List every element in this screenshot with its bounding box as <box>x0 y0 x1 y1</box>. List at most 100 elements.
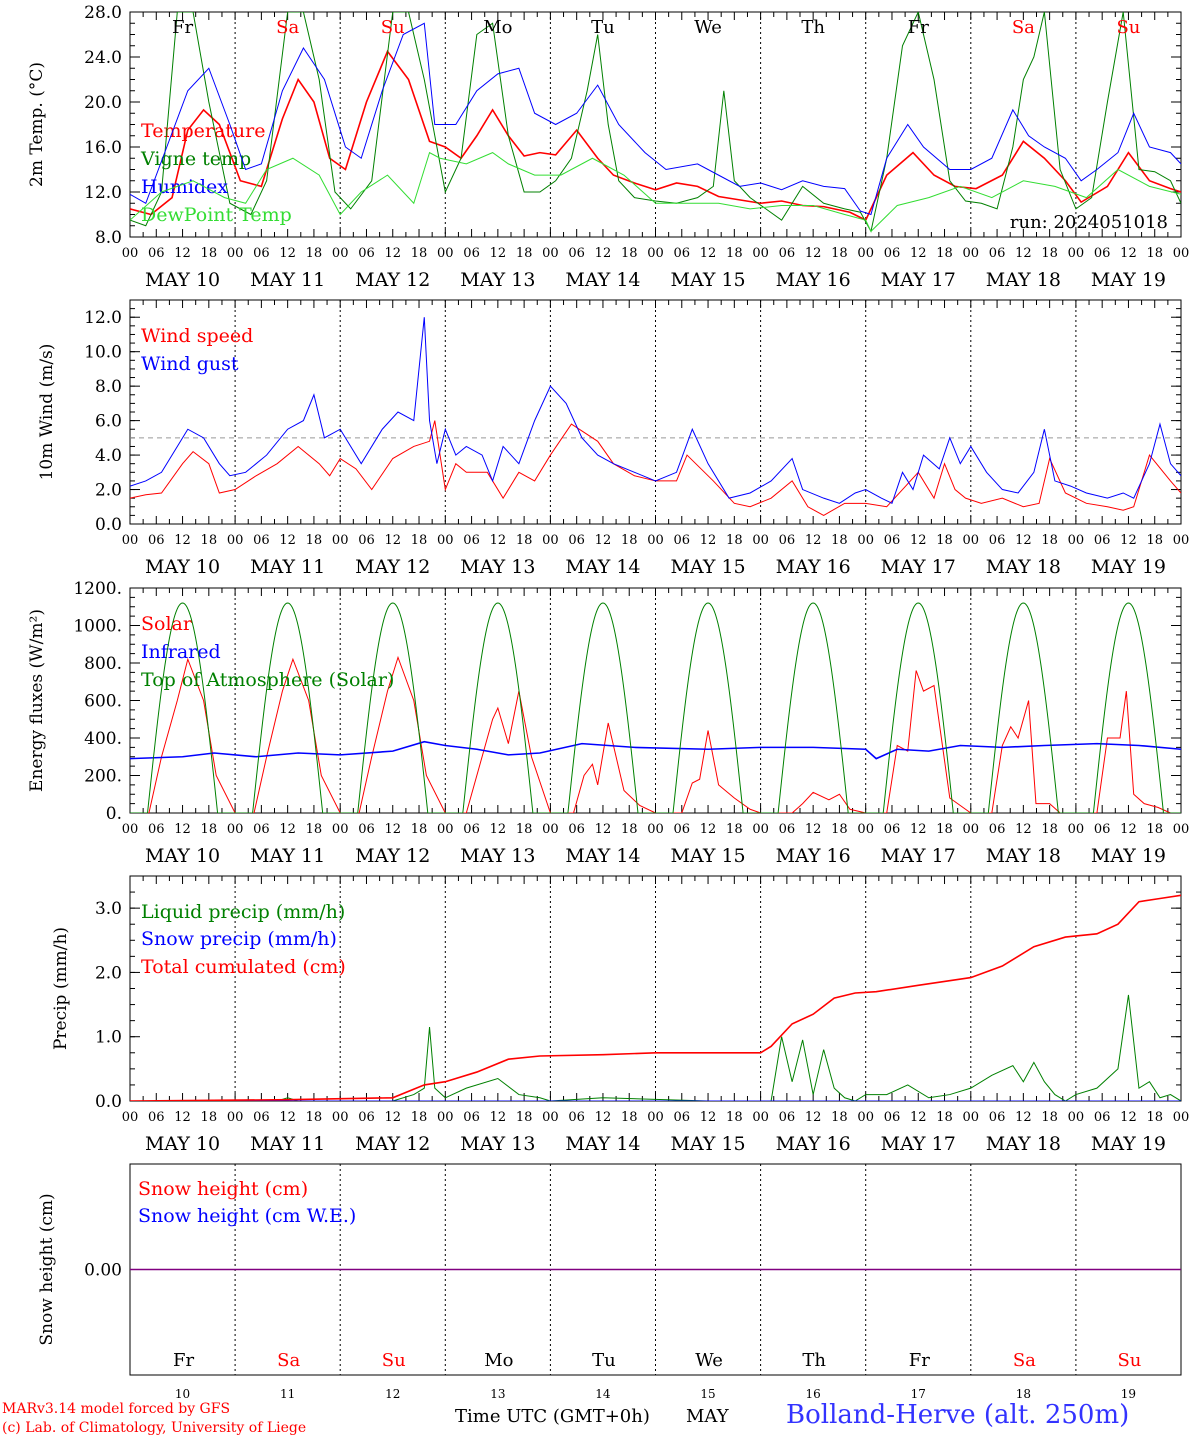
hour-tick-label: 18 <box>621 533 638 548</box>
hour-tick-label: 00 <box>227 246 244 261</box>
day-label: MAY 16 <box>776 1133 851 1155</box>
hour-tick-label: 00 <box>122 822 139 837</box>
hour-tick-label: 18 <box>1146 533 1163 548</box>
weekday-label-top: Mo <box>483 17 512 38</box>
weekday-label-bottom: Fr <box>909 1350 930 1371</box>
hour-tick-label: 18 <box>831 246 848 261</box>
hour-tick-label: 06 <box>358 1110 375 1125</box>
hour-tick-label: 00 <box>122 1110 139 1125</box>
day-label: MAY 16 <box>776 269 851 291</box>
day-label: MAY 10 <box>145 1133 220 1155</box>
hour-tick-label: 00 <box>647 533 664 548</box>
hour-tick-label: 12 <box>910 1110 927 1125</box>
hour-tick-label: 12 <box>279 246 296 261</box>
y-axis-label: Energy fluxes (W/m²) <box>27 609 47 792</box>
weekday-label-top: Sa <box>276 17 299 38</box>
hour-tick-label: 06 <box>148 1110 165 1125</box>
hour-tick-label: 12 <box>490 1110 507 1125</box>
day-label: MAY 10 <box>145 845 220 867</box>
hour-tick-label: 12 <box>174 246 191 261</box>
hour-tick-label: 12 <box>174 533 191 548</box>
series-line-liquid-precip-mm-h- <box>130 994 1181 1101</box>
day-label: MAY 15 <box>670 556 745 578</box>
hour-tick-label: 18 <box>726 1110 743 1125</box>
hour-tick-label: 06 <box>253 822 270 837</box>
hour-tick-label: 18 <box>1041 533 1058 548</box>
hour-tick-label: 18 <box>516 1110 533 1125</box>
day-label: MAY 15 <box>670 1133 745 1155</box>
series-line-wind-speed <box>130 420 1181 516</box>
hour-tick-label: 00 <box>752 1110 769 1125</box>
hour-tick-label: 18 <box>1041 246 1058 261</box>
day-number-label: 18 <box>1016 1387 1031 1401</box>
series-line-dewpoint-temp <box>130 151 1181 233</box>
series-line-top-of-atmosphere-solar- <box>130 602 1181 813</box>
hour-tick-label: 12 <box>279 822 296 837</box>
hour-tick-label: 12 <box>490 246 507 261</box>
hour-tick-label: 06 <box>463 246 480 261</box>
hour-tick-label: 00 <box>963 533 980 548</box>
footer-credit-2: (c) Lab. of Climatology, University of L… <box>2 1420 307 1436</box>
weekday-label-bottom: Th <box>802 1350 826 1371</box>
hour-tick-label: 18 <box>1146 246 1163 261</box>
hour-tick-label: 12 <box>384 1110 401 1125</box>
hour-tick-label: 12 <box>910 246 927 261</box>
y-tick-label: 4.0 <box>95 446 122 466</box>
legend-entry: Snow height (cm W.E.) <box>138 1205 356 1227</box>
hour-tick-label: 12 <box>1015 822 1032 837</box>
y-tick-label: 1000. <box>73 617 122 637</box>
series-line-temperature <box>130 49 1181 222</box>
day-label: MAY 15 <box>670 845 745 867</box>
hour-tick-label: 06 <box>463 1110 480 1125</box>
hour-tick-label: 18 <box>516 533 533 548</box>
hour-tick-label: 00 <box>122 533 139 548</box>
y-tick-label: 800. <box>84 654 122 674</box>
weekday-label-top: Su <box>1116 17 1140 38</box>
hour-tick-label: 18 <box>831 533 848 548</box>
hour-tick-label: 06 <box>779 533 796 548</box>
day-number-label: 13 <box>490 1387 505 1401</box>
day-number-label: 19 <box>1121 1387 1136 1401</box>
day-label: MAY 18 <box>986 269 1061 291</box>
day-label: MAY 12 <box>355 845 430 867</box>
hour-tick-label: 12 <box>805 533 822 548</box>
hour-tick-label: 00 <box>542 533 559 548</box>
hour-tick-label: 00 <box>227 822 244 837</box>
y-tick-label: 2.0 <box>95 481 122 501</box>
panel-4: 0.0 1.0 2.0 3.0 Precip (mm/h) 00 06 12 18 00 06 12 1… <box>51 875 1189 1155</box>
day-label: MAY 13 <box>460 269 535 291</box>
hour-tick-label: 00 <box>1068 246 1085 261</box>
day-label: MAY 11 <box>250 556 325 578</box>
hour-tick-label: 18 <box>516 246 533 261</box>
y-tick-label: 8.0 <box>95 228 122 248</box>
hour-tick-label: 00 <box>647 822 664 837</box>
hour-tick-label: 06 <box>674 533 691 548</box>
hour-tick-label: 18 <box>1146 1110 1163 1125</box>
day-label: MAY 16 <box>776 556 851 578</box>
hour-tick-label: 18 <box>831 822 848 837</box>
legend-entry: DewPoint Temp <box>141 204 292 226</box>
hour-tick-label: 18 <box>621 822 638 837</box>
weekday-label-bottom: Sa <box>1013 1350 1036 1371</box>
panel-3: 0. 200. 400. 600. 800. 1000. 1200. Energy fluxe… <box>27 579 1189 867</box>
hour-tick-label: 00 <box>1173 822 1190 837</box>
hour-tick-label: 00 <box>752 533 769 548</box>
y-tick-label: 400. <box>84 729 122 749</box>
weekday-label-bottom: Mo <box>484 1350 513 1371</box>
legend-entry: Snow precip (mm/h) <box>141 928 337 950</box>
footer-credit-1: MARv3.14 model forced by GFS <box>2 1401 231 1417</box>
day-label: MAY 13 <box>460 845 535 867</box>
day-label: MAY 14 <box>565 845 640 867</box>
y-tick-label: 16.0 <box>84 138 122 158</box>
day-number-label: 10 <box>175 1387 190 1401</box>
day-label: MAY 18 <box>986 1133 1061 1155</box>
hour-tick-label: 12 <box>700 1110 717 1125</box>
legend-entry: Solar <box>141 613 193 635</box>
hour-tick-label: 00 <box>1173 533 1190 548</box>
day-number-label: 17 <box>911 1387 926 1401</box>
day-label: MAY 13 <box>460 1133 535 1155</box>
y-tick-label: 20.0 <box>84 93 122 113</box>
day-label: MAY 17 <box>881 1133 956 1155</box>
y-tick-label: 28.0 <box>84 3 122 23</box>
legend-entry: Infrared <box>141 641 221 663</box>
